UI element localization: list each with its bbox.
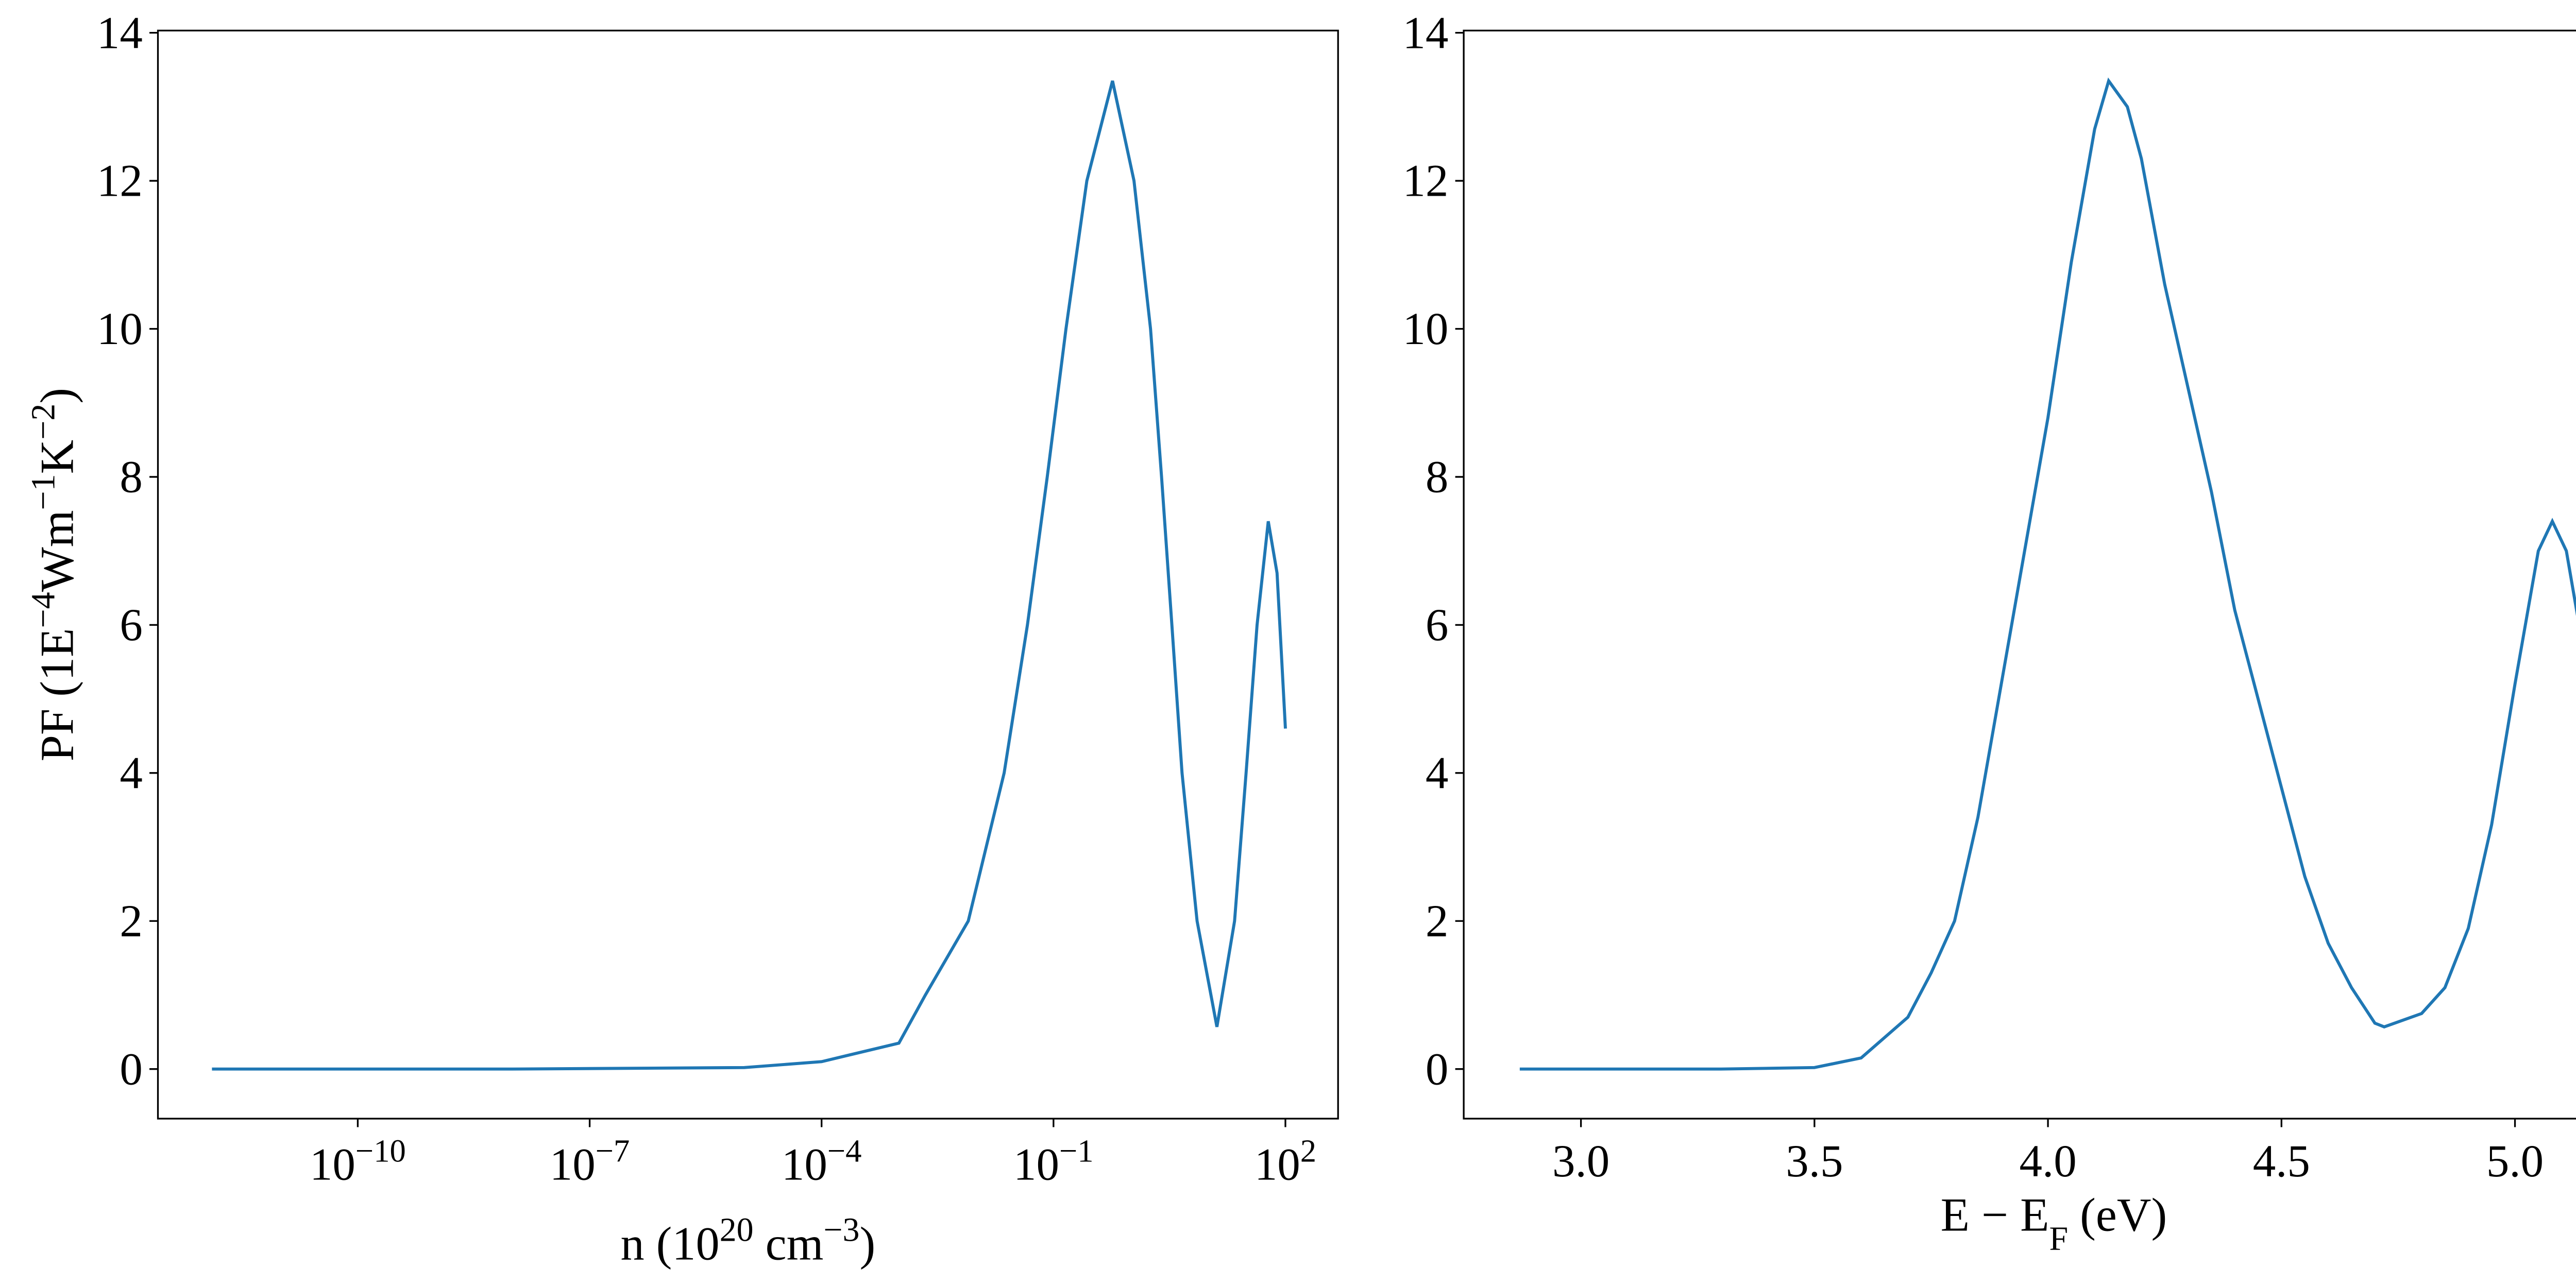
y-tick-label: 2 xyxy=(1426,896,1448,947)
data-line xyxy=(1519,77,2576,1071)
tick-exponent: 2 xyxy=(1300,1133,1316,1169)
x-tick-label: 4.0 xyxy=(2019,1136,2076,1187)
y-tick-label: 10 xyxy=(1402,304,1448,354)
x-tick-label: 10−4 xyxy=(782,1133,862,1190)
y-tick-label: 0 xyxy=(120,1044,142,1094)
y-axis-label: PF (1E−4Wm−1K−2) xyxy=(24,388,83,762)
superscript: 20 xyxy=(720,1211,754,1248)
y-tick-label: 8 xyxy=(120,452,142,503)
x-tick-label: 10−7 xyxy=(550,1133,630,1190)
label-text: K xyxy=(31,440,83,474)
label-text: n (10 xyxy=(620,1218,719,1270)
x-tick-label: 4.5 xyxy=(2253,1136,2310,1187)
x-tick-label: 10−1 xyxy=(1013,1133,1094,1190)
y-tick-label: 4 xyxy=(120,748,142,798)
data-line xyxy=(212,80,1287,1071)
axes-frame xyxy=(157,29,1339,1120)
superscript: −3 xyxy=(823,1211,859,1248)
superscript: −1 xyxy=(24,474,62,510)
label-text: cm xyxy=(754,1218,824,1270)
y-tick-label: 6 xyxy=(1426,600,1448,650)
label-text: Wm xyxy=(31,510,83,592)
x-tick-label: 5.0 xyxy=(2486,1136,2544,1187)
tick-base: 10 xyxy=(1013,1140,1059,1190)
axes-frame xyxy=(1463,29,2576,1120)
label-text: (eV) xyxy=(2068,1189,2167,1241)
y-tick-label: 12 xyxy=(1402,156,1448,207)
x-axis-label: E − EF (eV) xyxy=(1941,1189,2167,1258)
tick-exponent: −10 xyxy=(355,1133,406,1169)
y-tick-label: 2 xyxy=(120,896,142,947)
y-tick-label: 14 xyxy=(1402,8,1448,58)
tick-base: 10 xyxy=(550,1140,596,1190)
x-tick-label: 3.0 xyxy=(1552,1136,1609,1187)
superscript: −4 xyxy=(24,592,62,628)
tick-base: 10 xyxy=(782,1140,827,1190)
label-text: ) xyxy=(31,388,83,404)
x-tick-label: 102 xyxy=(1255,1133,1316,1190)
superscript: −2 xyxy=(24,404,62,440)
tick-base: 10 xyxy=(310,1140,355,1190)
y-tick-label: 10 xyxy=(97,304,143,354)
x-axis-label: n (1020 cm−3) xyxy=(620,1211,875,1270)
y-tick-label: 12 xyxy=(97,156,143,207)
y-tick-label: 6 xyxy=(120,600,142,650)
x-tick-label: 10−10 xyxy=(310,1133,406,1190)
y-tick-label: 8 xyxy=(1426,452,1448,503)
y-tick-label: 4 xyxy=(1426,748,1448,798)
tick-exponent: −1 xyxy=(1059,1133,1094,1169)
y-tick-label: 0 xyxy=(1426,1044,1448,1094)
label-text: E − E xyxy=(1941,1189,2049,1241)
y-tick-label: 14 xyxy=(97,8,143,58)
tick-exponent: −4 xyxy=(827,1133,862,1169)
subscript: F xyxy=(2049,1220,2068,1257)
tick-base: 10 xyxy=(1255,1140,1300,1190)
label-text: PF (1E xyxy=(31,628,83,762)
tick-exponent: −7 xyxy=(596,1133,630,1169)
label-text: ) xyxy=(860,1218,876,1270)
x-tick-label: 3.5 xyxy=(1786,1136,1843,1187)
